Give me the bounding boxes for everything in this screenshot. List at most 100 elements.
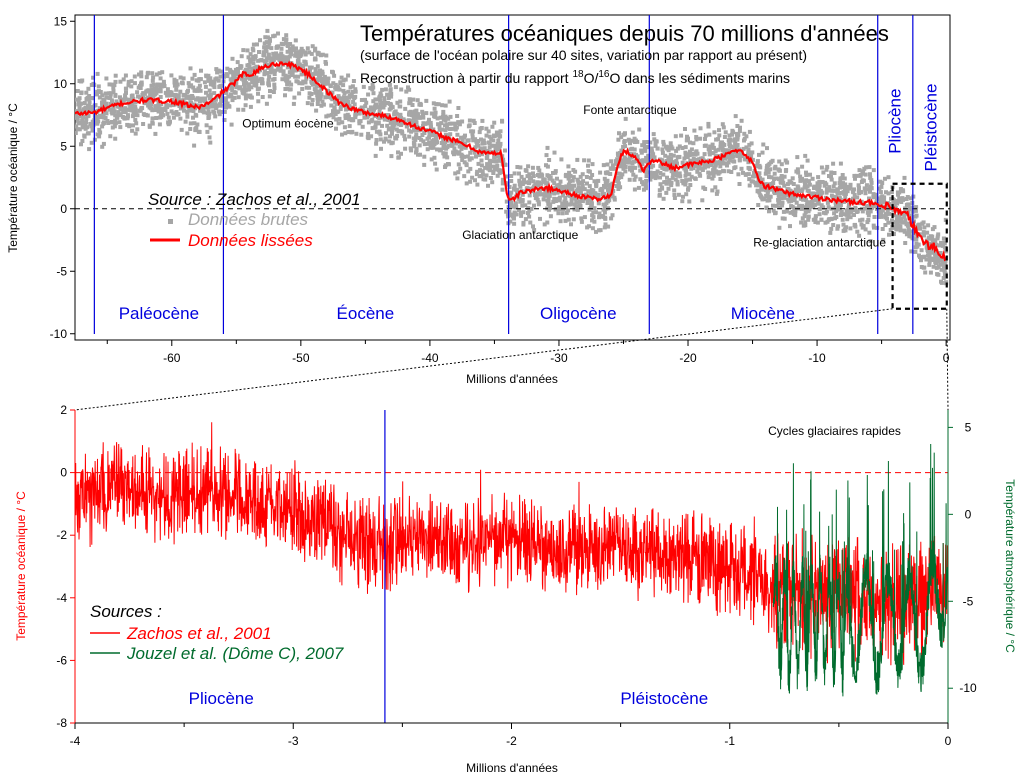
raw-point	[695, 151, 700, 156]
raw-point	[424, 111, 429, 116]
raw-point	[749, 179, 754, 184]
raw-point	[110, 82, 114, 87]
raw-point	[319, 79, 324, 84]
raw-point	[524, 168, 529, 173]
raw-point	[508, 199, 513, 204]
raw-point	[527, 200, 532, 205]
raw-point	[171, 103, 176, 108]
raw-point	[347, 124, 352, 129]
raw-point	[930, 256, 935, 261]
raw-point	[887, 211, 892, 216]
raw-point	[320, 82, 325, 86]
raw-point	[262, 59, 267, 63]
raw-point	[78, 114, 83, 118]
raw-point	[879, 214, 884, 218]
raw-point	[456, 170, 461, 175]
raw-point	[165, 87, 170, 92]
raw-point	[590, 218, 594, 223]
raw-point	[691, 141, 696, 146]
raw-point	[500, 187, 505, 192]
raw-point	[303, 52, 308, 57]
raw-point	[265, 35, 270, 40]
raw-point	[547, 176, 552, 181]
raw-point	[439, 127, 444, 132]
raw-point	[927, 262, 932, 267]
raw-point	[191, 85, 196, 90]
raw-point	[232, 95, 237, 100]
raw-point	[117, 120, 122, 125]
raw-point	[521, 210, 526, 215]
raw-point	[203, 84, 208, 89]
raw-point	[447, 99, 452, 104]
raw-point	[885, 208, 890, 213]
raw-point	[484, 133, 489, 138]
raw-point	[881, 237, 886, 242]
raw-point	[133, 131, 138, 136]
raw-point	[220, 93, 224, 98]
raw-point	[378, 132, 383, 137]
raw-point	[268, 89, 272, 93]
raw-point	[645, 159, 650, 164]
raw-point	[248, 59, 253, 64]
raw-point	[676, 192, 681, 197]
raw-point	[527, 208, 532, 213]
raw-point	[101, 141, 106, 146]
raw-point	[620, 172, 625, 177]
raw-point	[829, 170, 834, 175]
raw-point	[734, 146, 739, 151]
raw-point	[840, 173, 845, 177]
raw-point	[706, 124, 711, 129]
raw-point	[113, 79, 118, 84]
raw-point	[861, 178, 866, 183]
raw-point	[377, 129, 382, 134]
raw-point	[731, 130, 736, 135]
raw-point	[609, 159, 614, 164]
raw-point	[663, 180, 668, 184]
raw-point	[345, 112, 350, 117]
raw-point	[318, 74, 323, 78]
raw-point	[213, 114, 218, 119]
raw-point	[544, 153, 549, 158]
raw-point	[573, 169, 578, 174]
raw-point	[922, 225, 927, 230]
raw-point	[157, 106, 162, 111]
raw-point	[242, 86, 247, 90]
raw-point	[148, 99, 153, 104]
raw-point	[536, 200, 541, 205]
raw-point	[313, 87, 318, 92]
raw-point	[686, 186, 691, 191]
raw-point	[353, 115, 358, 120]
raw-point	[109, 98, 114, 103]
raw-point	[688, 140, 692, 145]
raw-point	[468, 150, 473, 155]
raw-point	[346, 102, 351, 107]
raw-point	[394, 111, 399, 116]
raw-point	[84, 90, 89, 95]
raw-point	[380, 87, 385, 92]
raw-point	[370, 82, 375, 87]
raw-point	[578, 180, 583, 185]
raw-point	[590, 205, 595, 210]
raw-point	[811, 217, 816, 222]
raw-point	[307, 91, 312, 96]
raw-point	[281, 69, 286, 74]
raw-point	[123, 73, 128, 78]
raw-point	[602, 225, 607, 230]
raw-point	[467, 157, 472, 162]
raw-point	[428, 120, 433, 125]
raw-point	[260, 95, 265, 99]
raw-point	[230, 56, 235, 61]
raw-point	[887, 232, 891, 237]
raw-point	[480, 147, 485, 152]
raw-point	[448, 114, 453, 119]
raw-point	[297, 62, 302, 67]
raw-point	[574, 200, 579, 205]
raw-point	[265, 71, 270, 76]
raw-point	[235, 85, 239, 90]
raw-point	[389, 104, 394, 109]
raw-point	[920, 221, 925, 226]
raw-point	[639, 148, 644, 153]
raw-point	[129, 79, 134, 84]
raw-point	[919, 258, 923, 263]
raw-point	[746, 147, 751, 152]
